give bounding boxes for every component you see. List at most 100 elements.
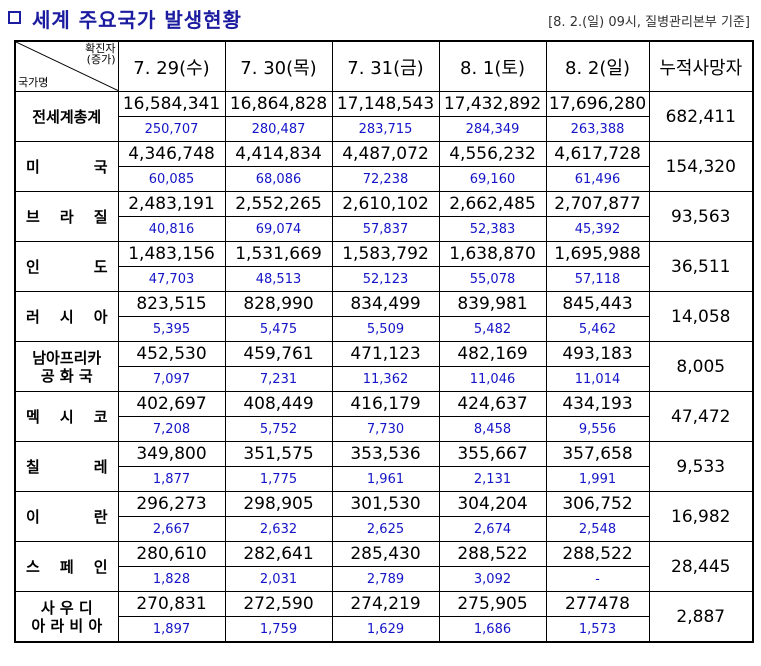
death-cell: 2,887 xyxy=(648,591,754,643)
confirmed-cell: 471,123 xyxy=(331,341,440,367)
confirmed-cell: 4,414,834 xyxy=(224,141,333,167)
confirmed-cell: 285,430 xyxy=(331,541,440,567)
confirmed-cell: 355,667 xyxy=(438,441,547,467)
death-header: 누적사망자 xyxy=(648,40,754,92)
increase-cell: 45,392 xyxy=(545,216,650,242)
increase-cell: 1,877 xyxy=(117,466,226,492)
country-name-line: 아 라 비 아 xyxy=(31,616,103,635)
increase-cell: 7,231 xyxy=(224,366,333,392)
confirmed-cell: 2,707,877 xyxy=(545,191,650,217)
death-cell: 14,058 xyxy=(648,291,754,342)
death-cell: 28,445 xyxy=(648,541,754,592)
country-name: 전세계총계 xyxy=(14,91,119,142)
death-cell: 8,005 xyxy=(648,341,754,392)
report-header: 세계 주요국가 발생현황 [8. 2.(일) 09시, 질병관리본부 기준] xyxy=(6,4,756,34)
table-row: 러 시 아 823,515 828,990 834,499 839,981 845,443 14… xyxy=(14,291,754,342)
confirmed-cell: 275,905 xyxy=(438,591,547,617)
date-header: 8. 2(일) xyxy=(545,40,650,92)
table-row-increase: 47,703 48,513 52,123 55,078 57,118 xyxy=(15,266,753,292)
increase-cell: 263,388 xyxy=(545,116,650,142)
table-row-increase: 7,097 7,231 11,362 11,046 11,014 xyxy=(15,366,753,392)
death-cell: 682,411 xyxy=(648,91,754,142)
confirmed-cell: 272,590 xyxy=(224,591,333,617)
increase-cell: 72,238 xyxy=(331,166,440,192)
confirmed-cell: 493,183 xyxy=(545,341,650,367)
table-row-increase: 5,395 5,475 5,509 5,482 5,462 xyxy=(15,316,753,342)
confirmed-cell: 823,515 xyxy=(117,291,226,317)
increase-cell: 2,131 xyxy=(438,466,547,492)
increase-cell: 280,487 xyxy=(224,116,333,142)
confirmed-cell: 834,499 xyxy=(331,291,440,317)
confirmed-cell: 459,761 xyxy=(224,341,333,367)
confirmed-cell: 280,610 xyxy=(117,541,226,567)
increase-cell: 11,014 xyxy=(545,366,650,392)
increase-cell: 69,074 xyxy=(224,216,333,242)
confirmed-cell: 353,536 xyxy=(331,441,440,467)
table-row-increase: 40,816 69,074 57,837 52,383 45,392 xyxy=(15,216,753,242)
date-header: 7. 31(금) xyxy=(331,40,440,92)
country-name-char: 미 xyxy=(26,157,40,176)
country-name-char: 브 xyxy=(26,207,40,226)
confirmed-cell: 1,531,669 xyxy=(224,241,333,267)
table-row-increase: 7,208 5,752 7,730 8,458 9,556 xyxy=(15,416,753,442)
confirmed-cell: 16,864,828 xyxy=(224,91,333,117)
increase-cell: 5,395 xyxy=(117,316,226,342)
date-header: 7. 29(수) xyxy=(117,40,226,92)
confirmed-cell: 349,800 xyxy=(117,441,226,467)
confirmed-cell: 357,658 xyxy=(545,441,650,467)
increase-cell: 2,674 xyxy=(438,516,547,542)
increase-cell: 283,715 xyxy=(331,116,440,142)
confirmed-cell: 301,530 xyxy=(331,491,440,517)
increase-cell: 57,837 xyxy=(331,216,440,242)
confirmed-cell: 2,483,191 xyxy=(117,191,226,217)
confirmed-cell: 845,443 xyxy=(545,291,650,317)
table-row: 인 도 1,483,156 1,531,669 1,583,792 1,638,870 1,… xyxy=(14,241,754,292)
confirmed-cell: 4,346,748 xyxy=(117,141,226,167)
country-name-char: 인 xyxy=(93,557,108,576)
date-header: 8. 1(토) xyxy=(438,40,547,92)
increase-cell: 2,789 xyxy=(331,566,440,592)
page-title: 세계 주요국가 발생현황 xyxy=(32,8,242,32)
confirmed-cell: 351,575 xyxy=(224,441,333,467)
table-row-increase: 1,897 1,759 1,629 1,686 1,573 xyxy=(15,616,753,643)
corner-confirmed-label: 확진자 xyxy=(85,42,116,55)
death-cell: 9,533 xyxy=(648,441,754,492)
increase-cell: 8,458 xyxy=(438,416,547,442)
country-name-char: 라 xyxy=(59,207,74,226)
country-name-char: 러 xyxy=(26,307,40,326)
death-cell: 47,472 xyxy=(648,391,754,442)
confirmed-cell: 298,905 xyxy=(224,491,333,517)
data-basis-note: [8. 2.(일) 09시, 질병관리본부 기준] xyxy=(548,15,750,30)
increase-cell: 5,462 xyxy=(545,316,650,342)
country-name-char: 인 xyxy=(26,257,40,276)
increase-cell: 5,752 xyxy=(224,416,333,442)
table-body: 전세계총계 16,584,341 16,864,828 17,148,543 17,43… xyxy=(14,91,754,643)
increase-cell: 61,496 xyxy=(545,166,650,192)
country-name-line: 사 우 디 xyxy=(40,598,93,617)
confirmed-cell: 2,610,102 xyxy=(331,191,440,217)
increase-cell: 52,383 xyxy=(438,216,547,242)
confirmed-cell: 17,148,543 xyxy=(331,91,440,117)
date-header: 7. 30(목) xyxy=(224,40,333,92)
table-row: 스 페 인 280,610 282,641 285,430 288,522 288,522 28… xyxy=(14,541,754,592)
confirmed-cell: 828,990 xyxy=(224,291,333,317)
confirmed-cell: 2,552,265 xyxy=(224,191,333,217)
confirmed-cell: 408,449 xyxy=(224,391,333,417)
increase-cell: 5,475 xyxy=(224,316,333,342)
increase-cell: 1,828 xyxy=(117,566,226,592)
table-row: 멕 시 코 402,697 408,449 416,179 424,637 434,193 47… xyxy=(14,391,754,442)
country-name-char: 레 xyxy=(93,457,108,476)
increase-cell: 5,509 xyxy=(331,316,440,342)
confirmed-cell: 288,522 xyxy=(438,541,547,567)
country-name-char: 아 xyxy=(93,307,108,326)
increase-cell: 2,548 xyxy=(545,516,650,542)
